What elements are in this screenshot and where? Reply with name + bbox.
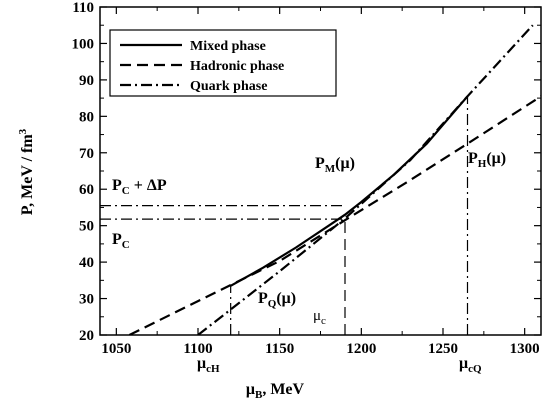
y-tick-label: 100	[72, 36, 95, 52]
x-tick-label: 1100	[183, 341, 212, 357]
annotation-pm: PM(μ)	[315, 155, 355, 175]
y-tick-label: 20	[79, 328, 94, 344]
y-tick-label: 50	[79, 219, 94, 235]
annotation-mu-ch: μcH	[197, 355, 220, 375]
legend-label-1: Hadronic phase	[190, 59, 284, 74]
series-group	[128, 24, 541, 335]
x-tick-label: 1050	[101, 341, 131, 357]
annotation-mu-cq: μcQ	[459, 355, 482, 375]
x-axis-title: μB, MeV	[246, 381, 305, 401]
x-tick-label: 1150	[265, 341, 294, 357]
legend-label-0: Mixed phase	[190, 39, 266, 54]
series-line-quark-phase	[197, 24, 534, 335]
y-tick-label: 40	[79, 255, 94, 271]
y-tick-label: 80	[79, 109, 94, 125]
y-tick-label: 110	[72, 0, 94, 16]
x-tick-label: 1300	[510, 341, 540, 357]
y-tick-label: 30	[79, 292, 94, 308]
annotation-pc: PC	[112, 231, 130, 251]
series-line-mixed-phase	[230, 95, 469, 287]
x-tick-label: 1250	[428, 341, 458, 357]
annotation-ph: PH(μ)	[468, 150, 506, 170]
y-tick-label: 60	[79, 182, 94, 198]
y-tick-label: 70	[79, 146, 94, 162]
series-line-hadronic-phase	[128, 95, 541, 335]
annotation-mu-c: μc	[313, 308, 326, 327]
legend-label-2: Quark phase	[190, 79, 267, 94]
annotation-pc-plus-dp: PC + ΔP	[112, 177, 167, 197]
annotation-pq: PQ(μ)	[258, 290, 296, 310]
y-tick-label: 90	[79, 73, 94, 89]
x-tick-label: 1200	[346, 341, 376, 357]
y-axis-title: P, MeV / fm3	[17, 128, 36, 215]
